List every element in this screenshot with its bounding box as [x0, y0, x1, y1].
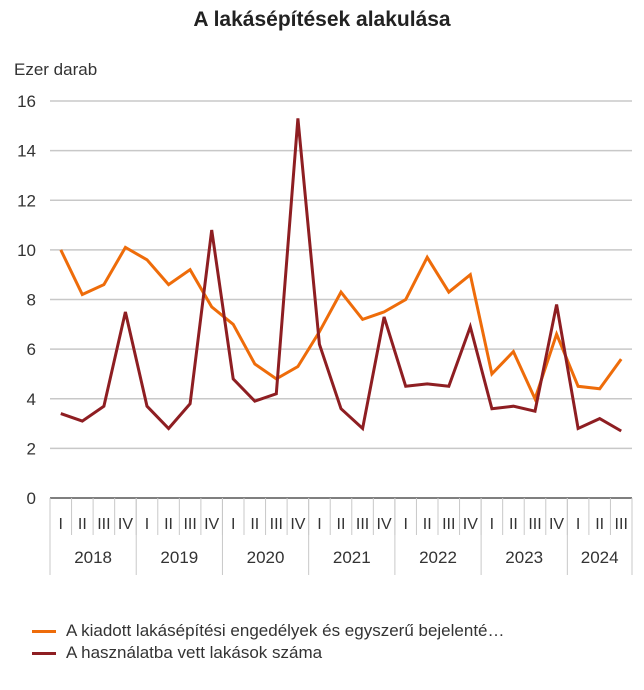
x-tick-label-quarter: IV	[377, 516, 392, 533]
x-tick-label-quarter: II	[164, 516, 173, 533]
x-tick-label-year: 2021	[333, 548, 371, 567]
x-tick-label-quarter: I	[490, 516, 494, 533]
x-tick-label-quarter: III	[270, 516, 283, 533]
series-line-permits	[59, 245, 623, 403]
series-line-completed	[60, 118, 622, 433]
y-tick-label: 6	[27, 340, 36, 359]
y-tick-label: 4	[27, 390, 36, 409]
x-tick-label-quarter: II	[250, 516, 259, 533]
x-tick-label-quarter: II	[509, 516, 518, 533]
x-tick-label-quarter: I	[231, 516, 235, 533]
legend-swatch-permits	[32, 629, 56, 633]
x-tick-label-quarter: III	[615, 516, 628, 533]
x-tick-label-quarter: I	[576, 516, 580, 533]
y-tick-label: 8	[27, 291, 36, 310]
x-tick-label-quarter: III	[356, 516, 369, 533]
x-tick-label-quarter: II	[423, 516, 432, 533]
legend: A kiadott lakásépítési engedélyek és egy…	[32, 620, 505, 664]
legend-label-permits: A kiadott lakásépítési engedélyek és egy…	[66, 621, 505, 640]
x-tick-label-quarter: III	[183, 516, 196, 533]
y-tick-label: 12	[17, 191, 36, 210]
x-tick-label-quarter: II	[595, 516, 604, 533]
x-tick-label-quarter: IV	[549, 516, 564, 533]
x-tick-label-quarter: III	[528, 516, 541, 533]
legend-item-completed[interactable]: A használatba vett lakások száma	[32, 642, 505, 664]
x-tick-label-quarter: III	[97, 516, 110, 533]
x-tick-label-year: 2022	[419, 548, 457, 567]
y-tick-label: 0	[27, 489, 36, 508]
y-axis-label: Ezer darab	[14, 60, 98, 79]
x-tick-label-year: 2019	[160, 548, 198, 567]
y-tick-label: 16	[17, 92, 36, 111]
legend-swatch-completed	[32, 651, 56, 655]
x-tick-label-quarter: III	[442, 516, 455, 533]
x-tick-label-quarter: I	[59, 516, 63, 533]
x-tick-label-quarter: I	[145, 516, 149, 533]
x-tick-label-quarter: IV	[463, 516, 478, 533]
x-tick-label-quarter: I	[403, 516, 407, 533]
y-tick-label: 2	[27, 439, 36, 458]
x-tick-label-year: 2018	[74, 548, 112, 567]
x-tick-label-year: 2023	[505, 548, 543, 567]
x-tick-label-year: 2024	[581, 548, 619, 567]
legend-item-permits[interactable]: A kiadott lakásépítési engedélyek és egy…	[32, 620, 505, 642]
chart-title: A lakásépítések alakulása	[193, 8, 451, 31]
x-tick-label-quarter: IV	[118, 516, 133, 533]
x-tick-label-quarter: II	[337, 516, 346, 533]
x-tick-label-quarter: IV	[204, 516, 219, 533]
legend-label-completed: A használatba vett lakások száma	[66, 643, 323, 662]
x-tick-label-year: 2020	[247, 548, 285, 567]
y-tick-label: 14	[17, 142, 36, 161]
y-tick-label: 10	[17, 241, 36, 260]
x-tick-label-quarter: I	[317, 516, 321, 533]
x-tick-label-quarter: II	[78, 516, 87, 533]
x-tick-label-quarter: IV	[290, 516, 305, 533]
